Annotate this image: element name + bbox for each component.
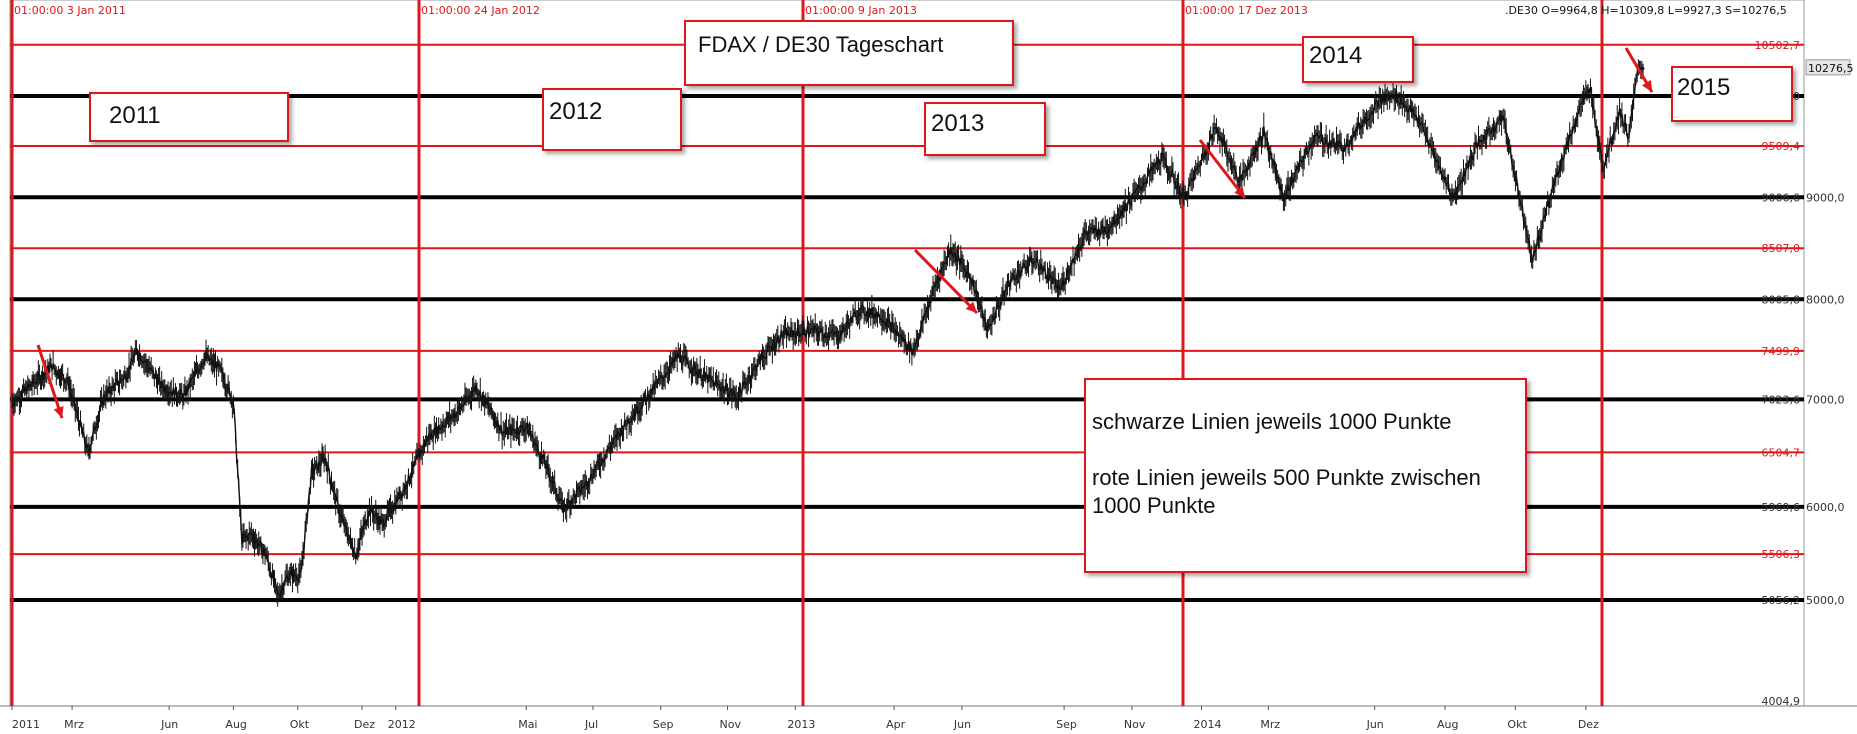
x-tick-label-10: Nov <box>720 718 742 731</box>
x-tick-label-8: Jul <box>584 718 598 731</box>
black-line-label-2: 8005,8 <box>1762 293 1801 306</box>
right-axis-label-5: 5000,0 <box>1806 594 1845 607</box>
legend-note-box: schwarze Linien jeweils 1000 Punkte rote… <box>1084 378 1527 573</box>
year-2012-box: 2012 <box>542 88 682 151</box>
legend-note-red-cont: zwischen 1000 Punkte <box>1092 465 1481 518</box>
year-2011-label: 2011 <box>109 102 161 129</box>
annotation-arrow-2 <box>1198 139 1247 199</box>
x-tick-label-16: 2014 <box>1193 718 1221 731</box>
top-date-label-1: 01:00:00 24 Jan 2012 <box>421 4 540 17</box>
right-axis-label-3: 7000,0 <box>1806 393 1845 406</box>
chart-title-box: FDAX / DE30 Tageschart <box>684 20 1014 86</box>
year-2014-box: 2014 <box>1302 36 1414 83</box>
x-tick-label-18: Jun <box>1366 718 1384 731</box>
x-tick-label-17: Mrz <box>1260 718 1280 731</box>
black-line-label-5: 5056,2 <box>1762 594 1801 607</box>
x-tick-label-0: 2011 <box>12 718 40 731</box>
right-axis-label-4: 6000,0 <box>1806 501 1845 514</box>
red-line-label-0: 10502,7 <box>1755 39 1801 52</box>
price-series-line <box>11 66 1645 598</box>
x-tick-label-5: Dez <box>354 718 375 731</box>
x-tick-label-4: Okt <box>290 718 310 731</box>
year-2013-box: 2013 <box>924 102 1046 156</box>
last-price-badge <box>1805 59 1851 76</box>
last-price-label: 10276,5 <box>1808 62 1854 75</box>
x-tick-label-12: Apr <box>886 718 906 731</box>
annotation-arrowhead-0 <box>53 406 64 418</box>
x-tick-label-6: 2012 <box>388 718 416 731</box>
x-tick-label-19: Aug <box>1437 718 1458 731</box>
x-tick-label-15: Nov <box>1124 718 1146 731</box>
black-line-label-1: 9006,6 <box>1762 191 1801 204</box>
x-tick-label-1: Mrz <box>64 718 84 731</box>
right-axis-label-2: 8000,0 <box>1806 293 1845 306</box>
x-tick-label-7: Mai <box>518 718 537 731</box>
x-tick-label-13: Jun <box>953 718 971 731</box>
red-line-label-4: 6504,7 <box>1762 446 1801 459</box>
right-axis-label-1: 9000,0 <box>1806 191 1845 204</box>
year-2013-label: 2013 <box>931 110 985 137</box>
x-tick-label-9: Sep <box>653 718 674 731</box>
annotation-arrowhead-1 <box>965 301 977 313</box>
bottom-axis-label: 4004,9 <box>1762 695 1801 708</box>
red-line-label-3: 7499,9 <box>1762 345 1801 358</box>
red-line-label-5: 5506,3 <box>1762 548 1801 561</box>
x-tick-label-3: Aug <box>225 718 246 731</box>
annotation-arrowhead-2 <box>1234 186 1245 198</box>
x-tick-label-21: Dez <box>1578 718 1599 731</box>
red-line-label-2: 8507,0 <box>1762 242 1801 255</box>
x-tick-label-14: Sep <box>1056 718 1077 731</box>
year-2015-label: 2015 <box>1677 74 1731 101</box>
x-tick-label-2: Jun <box>160 718 178 731</box>
red-line-label-1: 9509,4 <box>1762 140 1801 153</box>
annotation-arrow-1 <box>913 248 979 315</box>
x-tick-label-11: 2013 <box>787 718 815 731</box>
legend-note-black: schwarze Linien jeweils 1000 Punkte <box>1092 409 1452 434</box>
annotation-arrow-0 <box>36 344 64 419</box>
year-2011-box: 2011 <box>89 92 289 142</box>
legend-note-red: rote Linien jeweils 500 Punkte <box>1092 465 1385 490</box>
top-date-label-0: 01:00:00 3 Jan 2011 <box>14 4 126 17</box>
year-2015-box: 2015 <box>1671 66 1793 122</box>
symbol-info: .DE30 O=9964,8 H=10309,8 L=9927,3 S=1027… <box>1505 4 1787 17</box>
black-line-label-4: 5969,6 <box>1762 501 1801 514</box>
top-date-label-3: 01:00:00 17 Dez 2013 <box>1185 4 1308 17</box>
annotation-arrowhead-3 <box>1642 80 1652 92</box>
top-date-label-2: 01:00:00 9 Jan 2013 <box>805 4 917 17</box>
year-2012-label: 2012 <box>549 98 603 125</box>
chart-title: FDAX / DE30 Tageschart <box>698 32 944 57</box>
year-2014-label: 2014 <box>1309 42 1363 69</box>
x-tick-label-20: Okt <box>1507 718 1527 731</box>
black-line-label-3: 7023,6 <box>1762 393 1801 406</box>
